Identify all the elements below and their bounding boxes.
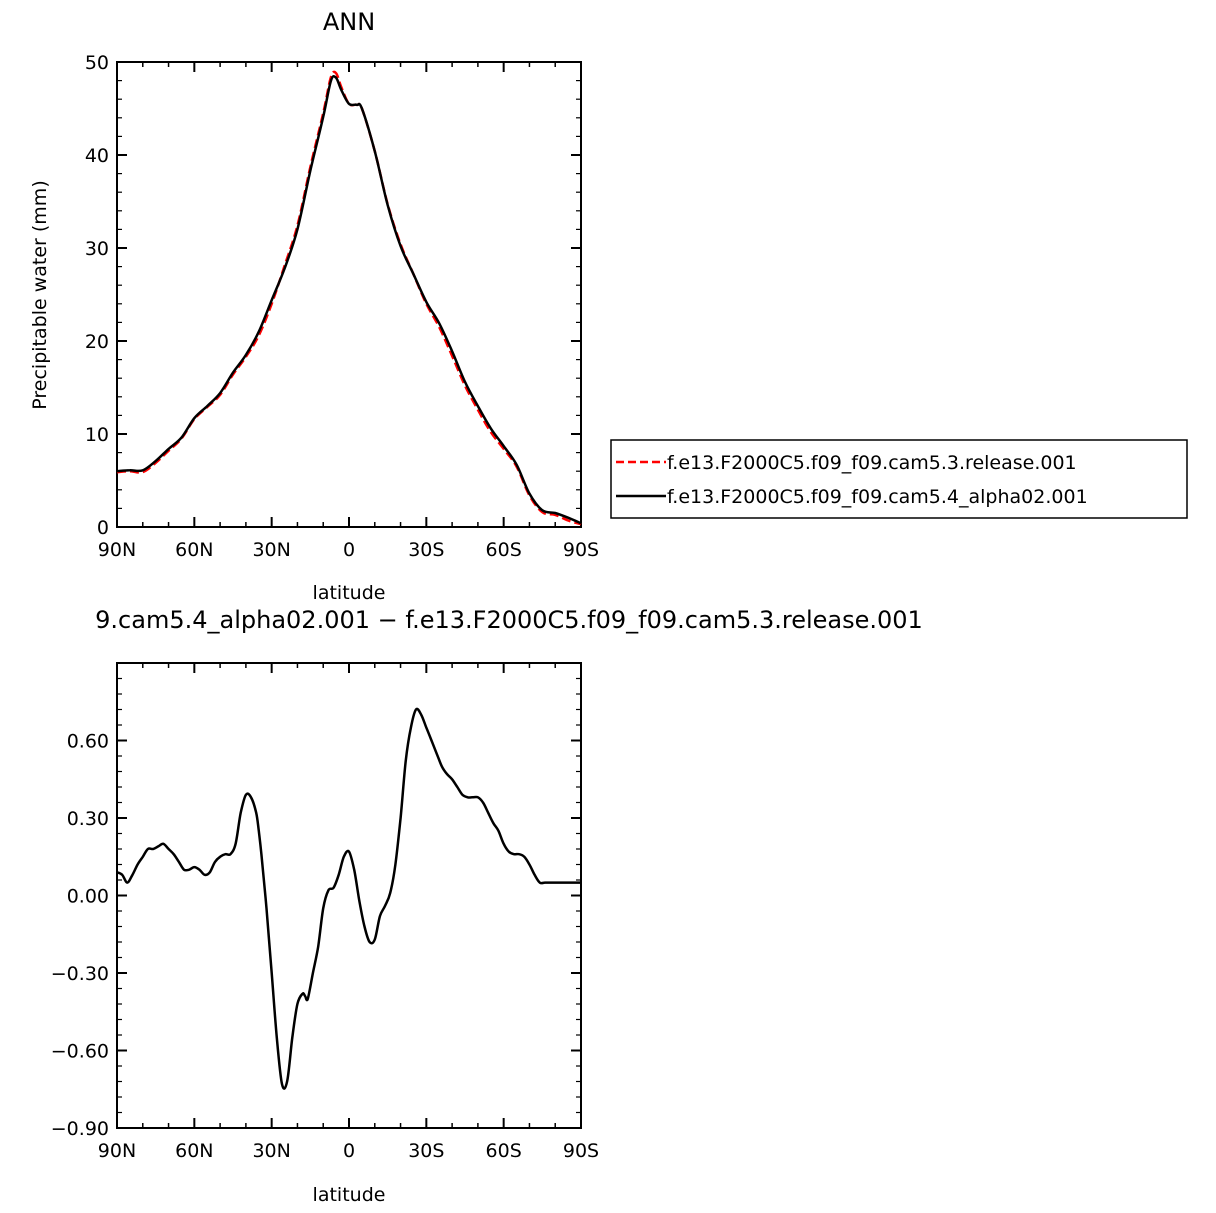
bottom-chart-xlabel: latitude [313, 1184, 386, 1206]
bottom-chart-title: 9.cam5.4_alpha02.001 − f.e13.F2000C5.f09… [95, 606, 923, 634]
top-chart-xlabel: latitude [313, 582, 386, 604]
bottom-chart-frame [116, 662, 582, 1129]
x-tick-label: 90S [563, 1140, 599, 1162]
legend-box [610, 439, 1188, 519]
top-chart: ANN 90N 60N 30N 0 30S 60S 90S 0 10 20 30 40 50 latit… [29, 8, 1188, 604]
y-tick-label: 40 [85, 145, 109, 167]
x-tick-label: 90N [98, 539, 136, 561]
y-tick-label: 50 [85, 52, 109, 74]
y-tick-label: 0 [97, 517, 109, 539]
y-tick-label: −0.90 [51, 1118, 109, 1140]
top-chart-title: ANN [323, 8, 375, 36]
bottom-chart-ticks: 90N 60N 30N 0 30S 60S 90S −0.90 −0.60 −0.30 0.00 0.… [51, 662, 599, 1162]
y-tick-label: −0.30 [51, 963, 109, 985]
x-tick-label: 60N [175, 1140, 213, 1162]
y-tick-label: 0.00 [67, 886, 109, 908]
bottom-chart: 9.cam5.4_alpha02.001 − f.e13.F2000C5.f09… [51, 606, 923, 1206]
series-line-0-1 [116, 74, 582, 525]
legend-label-alpha: f.e13.F2000C5.f09_f09.cam5.4_alpha02.001 [667, 486, 1088, 508]
top-chart-legend: f.e13.F2000C5.f09_f09.cam5.3.release.001… [610, 439, 1188, 519]
y-tick-label: 10 [85, 424, 109, 446]
x-tick-label: 30S [408, 1140, 444, 1162]
x-tick-label: 30N [252, 1140, 290, 1162]
top-chart-ticks: 90N 60N 30N 0 30S 60S 90S 0 10 20 30 40 50 [85, 52, 599, 561]
x-tick-label: 60S [486, 539, 522, 561]
y-tick-label: 20 [85, 331, 109, 353]
x-tick-label: 90N [98, 1140, 136, 1162]
x-tick-label: 60S [486, 1140, 522, 1162]
top-chart-lines [116, 70, 582, 526]
x-tick-label: 60N [175, 539, 213, 561]
bottom-chart-lines [116, 707, 581, 1090]
legend-label-release: f.e13.F2000C5.f09_f09.cam5.3.release.001 [667, 452, 1077, 474]
y-tick-label: 30 [85, 238, 109, 260]
y-tick-label: 0.30 [67, 808, 109, 830]
x-tick-label: 0 [343, 539, 355, 561]
x-tick-label: 0 [343, 1140, 355, 1162]
x-tick-label: 30S [408, 539, 444, 561]
x-tick-label: 30N [252, 539, 290, 561]
series-line-1-0 [116, 707, 581, 1090]
top-chart-ylabel: Precipitable water (mm) [29, 180, 51, 409]
y-tick-label: −0.60 [51, 1041, 109, 1063]
y-tick-label: 0.60 [67, 731, 109, 753]
x-tick-label: 90S [563, 539, 599, 561]
